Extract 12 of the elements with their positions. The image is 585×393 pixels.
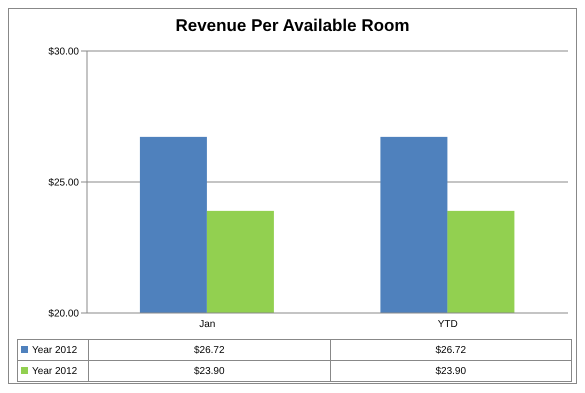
data-label: $26.72 <box>88 340 330 360</box>
legend-label: Year 2012 <box>31 366 78 376</box>
chart-title: Revenue Per Available Room <box>174 15 410 37</box>
y-tick-label: $30.00 <box>48 46 80 58</box>
y-tick-label: $20.00 <box>48 308 80 320</box>
x-tick-label: YTD <box>438 319 458 330</box>
data-label: $23.90 <box>88 360 330 382</box>
data-label: $23.90 <box>330 360 572 382</box>
data-label: $26.72 <box>330 340 572 360</box>
y-tick-label: $25.00 <box>48 178 80 189</box>
x-tick-label: Jan <box>199 319 216 330</box>
legend-label: Year 2012 <box>31 344 78 356</box>
